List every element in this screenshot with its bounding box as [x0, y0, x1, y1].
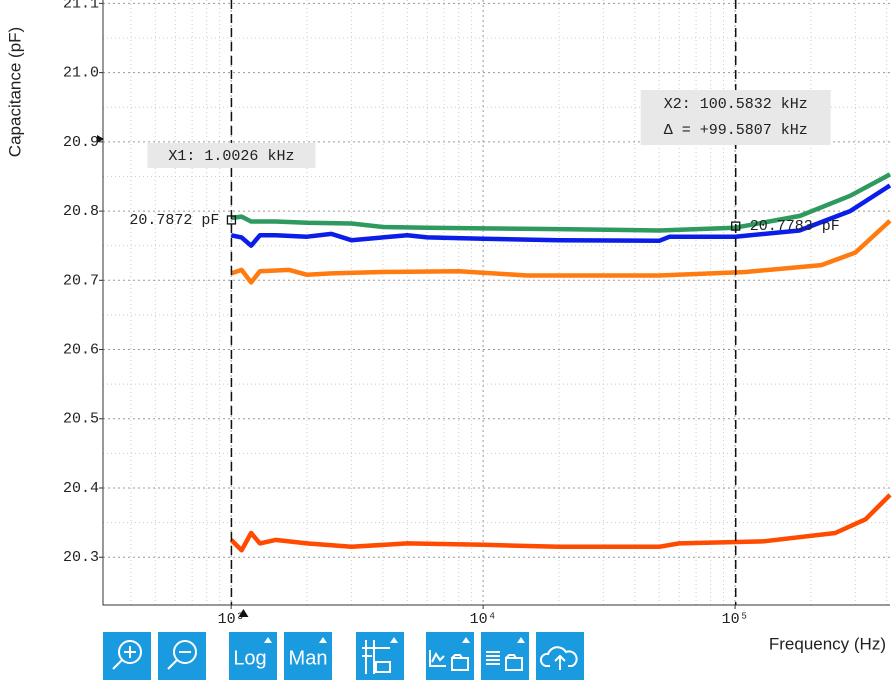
manual-button[interactable]: Man: [284, 632, 332, 680]
x-tick-label: 10⁵: [722, 611, 749, 628]
series-line: [230, 172, 892, 233]
cursor-value-label: 20.7872 pF: [129, 212, 219, 229]
y-tick-label: 20.8: [63, 203, 99, 220]
y-tick-label: 20.5: [63, 411, 99, 428]
axis-frame: [102, 0, 890, 606]
log-button[interactable]: Log: [229, 632, 277, 680]
cursor-button[interactable]: [356, 632, 404, 680]
cursor-handle: [238, 609, 249, 617]
y-tick-label: 21.1: [63, 0, 99, 12]
log-label: Log: [233, 647, 266, 669]
cursor-marker: [731, 221, 741, 231]
series-line: [230, 183, 892, 248]
y-tick-label: 20.9: [63, 134, 99, 151]
cursor-value-label: 20.7783 pF: [750, 218, 840, 235]
y-axis-label: Capacitance (pF): [5, 27, 24, 157]
toolbar: Log Man: [103, 632, 584, 680]
y-tick-label: 20.6: [63, 342, 99, 359]
cursor-label-box: [147, 143, 316, 168]
y-tick-label: 20.3: [63, 549, 99, 566]
x-tick-label: 10³: [218, 611, 245, 628]
cloud-button[interactable]: [536, 632, 584, 680]
cursor-label-box: [640, 90, 831, 145]
y-tick-label: 20.7: [63, 272, 99, 289]
export-data-button[interactable]: [481, 632, 529, 680]
series-line: [229, 493, 892, 553]
series-line: [230, 219, 892, 285]
plot: 20.3 20.4 20.5 20.6 20.7 20.8 20.9 21.0 21.1 10³ 1…: [63, 0, 892, 628]
cursor-marker: [226, 215, 237, 225]
manual-label: Man: [289, 647, 328, 669]
cursor-label: X2: 100.5832 kHz: [664, 96, 808, 113]
y-tick-label: 21.0: [63, 65, 99, 82]
y-cursor-handle: [97, 135, 104, 143]
cursor-label: X1: 1.0026 kHz: [168, 148, 294, 165]
y-tick-label: 20.4: [63, 480, 99, 497]
x-axis-label: Frequency (Hz): [769, 634, 886, 653]
zoom-out-button[interactable]: [158, 632, 206, 680]
cursor-delta-label: Δ = +99.5807 kHz: [664, 122, 808, 139]
x-tick-label: 10⁴: [470, 611, 497, 628]
zoom-in-button[interactable]: [103, 632, 151, 680]
export-chart-button[interactable]: [426, 632, 474, 680]
